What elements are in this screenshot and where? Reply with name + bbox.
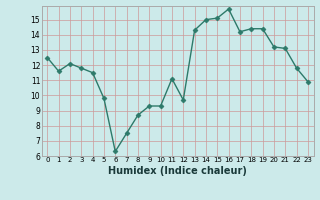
X-axis label: Humidex (Indice chaleur): Humidex (Indice chaleur) (108, 166, 247, 176)
